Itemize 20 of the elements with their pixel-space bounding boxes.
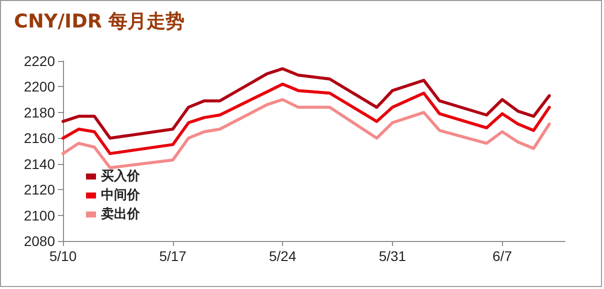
y-tick-label: 2200 bbox=[24, 78, 56, 95]
y-tick-label: 2080 bbox=[24, 233, 56, 249]
x-tick-label: 5/24 bbox=[269, 248, 296, 264]
chart-title: CNY/IDR 每月走势 bbox=[14, 10, 185, 32]
y-tick-label: 2120 bbox=[24, 182, 56, 198]
legend-label: 买入价 bbox=[101, 168, 141, 184]
y-tick-label: 2180 bbox=[24, 104, 56, 120]
x-tick-label: 5/31 bbox=[378, 248, 406, 264]
y-tick-label: 2140 bbox=[24, 156, 56, 172]
x-tick-label: 5/10 bbox=[49, 248, 77, 264]
line-series bbox=[62, 67, 551, 140]
legend-label: 卖出价 bbox=[101, 207, 141, 222]
legend-label: 中间价 bbox=[101, 188, 141, 203]
y-tick-label: 2160 bbox=[24, 130, 56, 146]
line-series bbox=[62, 98, 551, 170]
x-tick-label: 6/7 bbox=[492, 248, 512, 264]
line-series bbox=[62, 82, 551, 156]
x-tick-label: 5/17 bbox=[159, 248, 187, 264]
y-tick-label: 2100 bbox=[24, 207, 56, 224]
y-tick-label: 2220 bbox=[24, 53, 56, 69]
